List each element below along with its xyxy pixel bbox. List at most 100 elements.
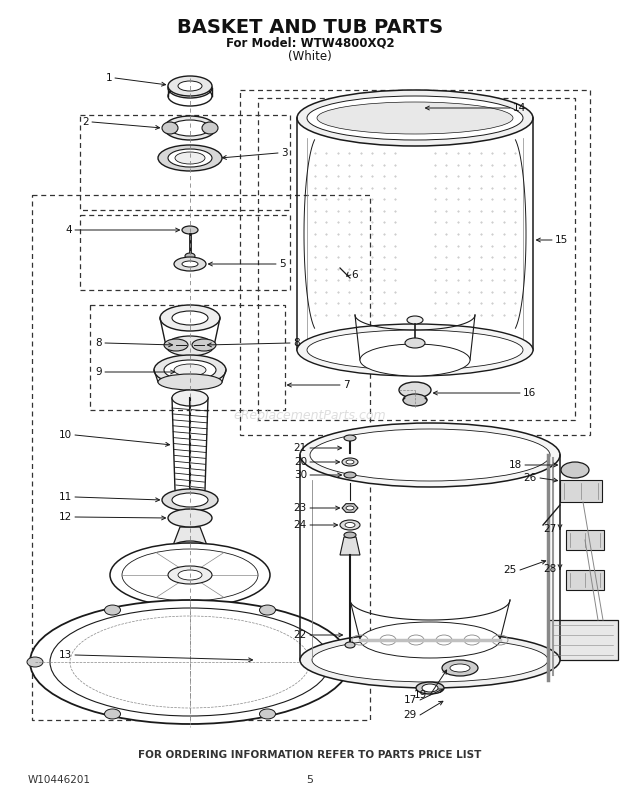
Text: 22: 22 [294,630,307,640]
Text: 17: 17 [404,695,417,705]
Text: 10: 10 [59,430,72,440]
Ellipse shape [185,253,195,259]
Polygon shape [560,480,602,502]
Polygon shape [340,537,360,555]
Ellipse shape [166,336,214,356]
Ellipse shape [340,520,360,530]
Ellipse shape [345,642,355,648]
Ellipse shape [297,324,533,376]
Text: W10446201: W10446201 [28,775,91,785]
Text: 5: 5 [279,259,286,269]
Ellipse shape [346,506,354,510]
Ellipse shape [168,76,212,96]
Text: 15: 15 [555,235,569,245]
Ellipse shape [172,311,208,325]
Ellipse shape [307,330,523,370]
Ellipse shape [345,522,355,528]
Ellipse shape [442,660,478,676]
Text: 19: 19 [414,690,427,700]
Ellipse shape [260,605,275,615]
Ellipse shape [164,360,216,380]
Text: For Model: WTW4800XQ2: For Model: WTW4800XQ2 [226,36,394,49]
Text: 8: 8 [293,338,299,348]
Text: 25: 25 [503,565,517,575]
Text: 26: 26 [524,473,537,483]
Ellipse shape [30,600,350,724]
Ellipse shape [178,570,202,580]
Ellipse shape [174,364,206,376]
Ellipse shape [105,605,120,615]
Text: 6: 6 [351,270,358,280]
Ellipse shape [405,338,425,348]
Ellipse shape [360,344,470,376]
Ellipse shape [168,566,212,584]
Ellipse shape [172,541,208,555]
Text: 23: 23 [294,503,307,513]
Ellipse shape [27,657,43,667]
Ellipse shape [360,622,500,658]
Ellipse shape [158,374,222,390]
Ellipse shape [192,339,216,351]
Ellipse shape [178,81,202,91]
Ellipse shape [168,78,212,98]
Ellipse shape [342,458,358,466]
Ellipse shape [172,81,208,95]
Ellipse shape [407,316,423,324]
Text: 14: 14 [513,103,526,113]
Ellipse shape [170,120,210,136]
Text: 7: 7 [343,380,350,390]
Text: 18: 18 [509,460,522,470]
Ellipse shape [160,305,220,331]
Ellipse shape [175,152,205,164]
Ellipse shape [450,664,470,672]
Polygon shape [566,530,604,550]
Ellipse shape [110,543,270,607]
Polygon shape [172,527,208,548]
Ellipse shape [182,261,198,267]
Ellipse shape [105,709,120,719]
Ellipse shape [162,489,218,511]
Polygon shape [566,570,604,590]
Text: 9: 9 [95,367,102,377]
Ellipse shape [174,257,206,271]
Ellipse shape [317,102,513,134]
Ellipse shape [561,462,589,478]
Polygon shape [342,504,358,512]
Text: eReplacementParts.com: eReplacementParts.com [234,408,386,422]
Text: 20: 20 [294,457,307,467]
Text: 24: 24 [294,520,307,530]
Text: 5: 5 [306,775,314,785]
Text: (White): (White) [288,50,332,63]
Ellipse shape [260,709,275,719]
Text: 29: 29 [404,710,417,720]
Ellipse shape [344,532,356,538]
Ellipse shape [168,509,212,527]
Text: 21: 21 [294,443,307,453]
Ellipse shape [310,429,550,481]
Ellipse shape [422,684,438,692]
Text: 28: 28 [544,564,557,574]
Ellipse shape [300,632,560,688]
Polygon shape [548,620,618,660]
Ellipse shape [164,339,188,351]
Text: 1: 1 [105,73,112,83]
Ellipse shape [172,493,208,507]
Ellipse shape [297,90,533,146]
Ellipse shape [399,382,431,398]
Text: 13: 13 [59,650,72,660]
Text: 11: 11 [59,492,72,502]
Text: 8: 8 [95,338,102,348]
Ellipse shape [172,390,208,406]
Ellipse shape [162,122,178,134]
Ellipse shape [202,122,218,134]
Text: 12: 12 [59,512,72,522]
Ellipse shape [344,472,356,478]
Ellipse shape [346,460,354,464]
Text: 16: 16 [523,388,536,398]
Ellipse shape [403,394,427,406]
Text: 27: 27 [544,524,557,534]
Ellipse shape [344,435,356,441]
Ellipse shape [158,145,222,171]
Ellipse shape [337,657,353,667]
Text: 30: 30 [294,470,307,480]
